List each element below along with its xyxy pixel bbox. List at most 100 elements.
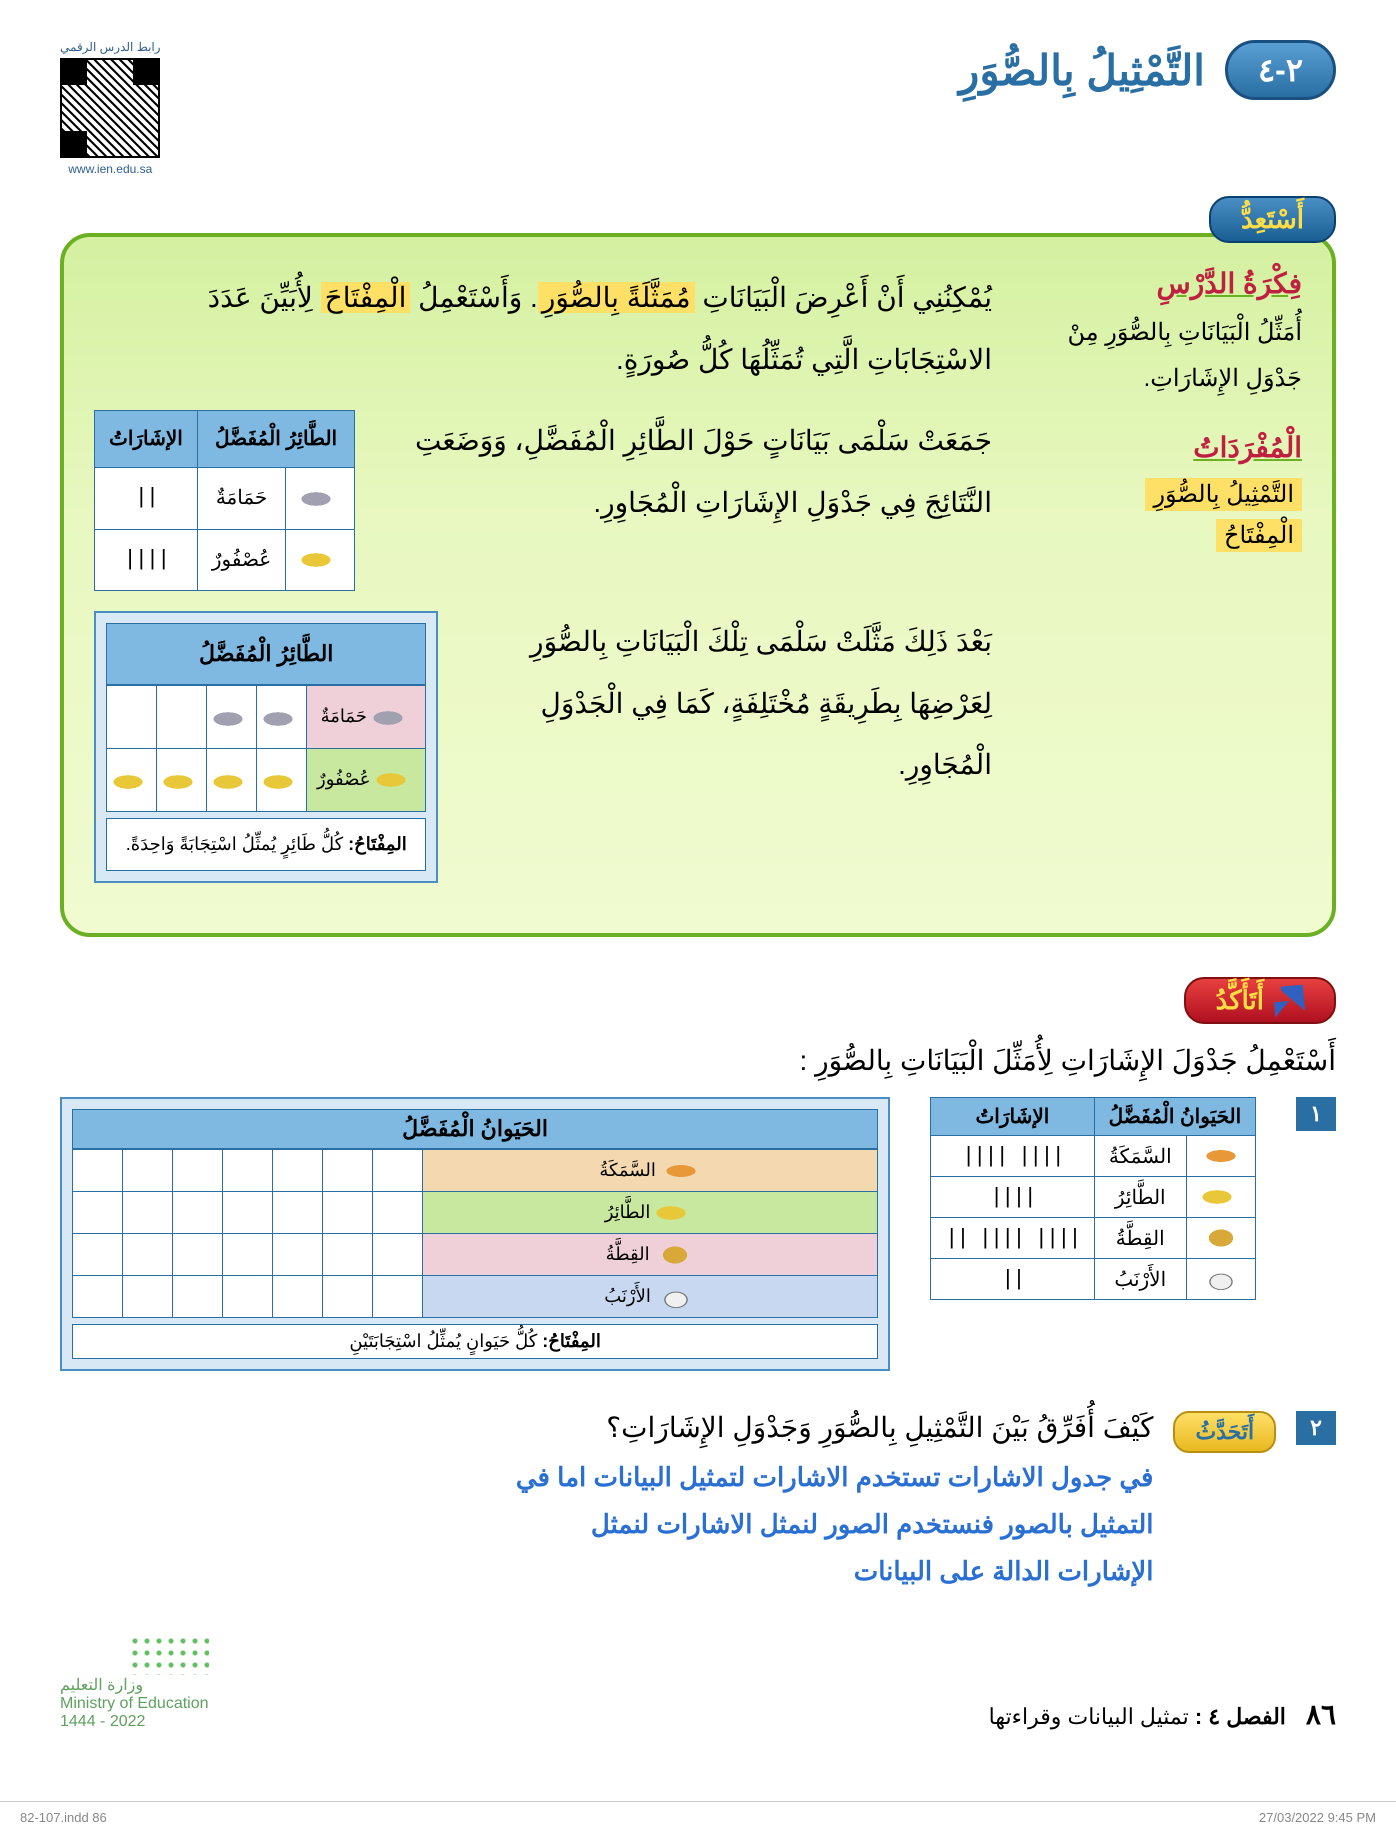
dove-icon — [262, 705, 302, 733]
animal-tally-table: الحَيَوانُ الْمُفَضَّلُ الإشَارَاتُ السَ… — [930, 1097, 1256, 1300]
picto-title: الطَّائِرُ الْمُفَضَّلُ — [106, 623, 426, 685]
picto-cell-empty — [273, 1276, 323, 1318]
talk-badge: أَتَحَدَّثُ — [1173, 1411, 1276, 1453]
picto-cell-empty — [373, 1276, 423, 1318]
picto-cell-empty — [323, 1234, 373, 1276]
print-date: 27/03/2022 9:45 PM — [1259, 1810, 1376, 1825]
exercise-instruction: أَسْتَعْمِلُ جَدْوَلَ الإِشَارَاتِ لِأُم… — [60, 1044, 1336, 1077]
picto-cell-empty — [123, 1234, 173, 1276]
picto-row: القِطَّةُ — [73, 1234, 878, 1276]
picto-cell-empty — [373, 1150, 423, 1192]
picto-row-label: الطَّائِرُ — [423, 1192, 878, 1234]
lesson-number-badge: ٢-٤ — [1225, 40, 1336, 100]
idea-heading: فِكْرَةُ الدَّرْسِ — [1022, 267, 1302, 300]
col-animal: الحَيَوانُ الْمُفَضَّلُ — [1094, 1098, 1256, 1136]
tally-marks: || — [95, 468, 198, 529]
picto-cell-empty — [323, 1276, 373, 1318]
idea-text: أُمَثِّلُ الْبَيَانَاتِ بِالصُّوَرِ مِنْ… — [1022, 310, 1302, 401]
ministry-ar: وزارة التعليم — [60, 1675, 209, 1695]
picto-cell-empty — [273, 1150, 323, 1192]
key-label: المِفْتَاحُ: — [542, 1331, 601, 1351]
canary-icon — [655, 1199, 695, 1227]
bird-name: حَمَامَةٌ — [197, 468, 285, 529]
lesson-panel: فِكْرَةُ الدَّرْسِ أُمَثِّلُ الْبَيَانَا… — [60, 233, 1336, 937]
dove-icon — [300, 485, 340, 513]
question-number-2: ٢ — [1296, 1411, 1336, 1445]
picto-cell-empty — [173, 1276, 223, 1318]
canary-icon — [300, 546, 340, 574]
q2-answer: في جدول الاشارات تستخدم الاشارات لتمثيل … — [60, 1454, 1153, 1594]
picto-cell-empty — [73, 1192, 123, 1234]
print-footer: 82-107.indd 86 27/03/2022 9:45 PM — [0, 1801, 1396, 1833]
canary-icon — [262, 768, 302, 796]
check-icon — [1273, 984, 1306, 1017]
bird-pictograph: الطَّائِرُ الْمُفَضَّلُ حَمَامَةٌ عُصْفُ… — [94, 611, 438, 883]
key-text: كُلُّ طَائِرٍ يُمثِّلُ اسْتِجَابَةً وَاح… — [126, 834, 348, 854]
print-file: 82-107.indd 86 — [20, 1810, 107, 1825]
table-row: حَمَامَةٌ || — [95, 468, 355, 529]
answer-line: الإشارات الدالة على البيانات — [60, 1548, 1153, 1595]
picto-cell-empty — [373, 1192, 423, 1234]
fish-icon — [1201, 1142, 1241, 1170]
picto-cell — [157, 686, 207, 749]
picto-cell-empty — [173, 1234, 223, 1276]
picto-cell-empty — [373, 1234, 423, 1276]
page-number: ٨٦ — [1306, 1699, 1336, 1730]
picto-row-label: السَّمَكَةُ — [423, 1150, 878, 1192]
table-row: الأَرْنَبُ|| — [931, 1259, 1256, 1300]
animal-name: القِطَّةُ — [1094, 1218, 1186, 1259]
vocab-term-2: الْمِفْتَاحُ — [1216, 519, 1302, 552]
picto-cell — [157, 748, 207, 811]
dove-icon — [372, 704, 412, 732]
intro-text-b: . وَأَسْتَعْمِلُ — [410, 282, 537, 313]
animal-pictograph: الحَيَوانُ الْمُفَضَّلُ السَّمَكَةُ الطَ… — [60, 1097, 890, 1371]
qr-code-icon — [60, 58, 160, 158]
key-text: كُلُّ حَيَوانٍ يُمثِّلُ اسْتِجَابَتَيْنِ — [349, 1331, 542, 1351]
q2-question: كَيْفَ أُفَرِّقُ بَيْنَ التَّمْثِيلِ بِا… — [60, 1411, 1153, 1444]
tally-marks: |||| |||| — [931, 1136, 1094, 1177]
confirm-badge: أَتَأَكَّدُ — [1184, 977, 1336, 1024]
prepare-badge: أَسْتَعِدُّ — [1209, 196, 1336, 243]
bird-name: عُصْفُورٌ — [197, 529, 285, 590]
canary-icon — [162, 768, 202, 796]
picto-cell — [207, 686, 257, 749]
chapter-label: الفصل ٤ : — [1195, 1704, 1286, 1729]
rabbit-icon — [1201, 1265, 1241, 1293]
tally-marks: |||| — [931, 1177, 1094, 1218]
picto-row-label: القِطَّةُ — [423, 1234, 878, 1276]
picto-cell-empty — [173, 1192, 223, 1234]
ministry-logo: وزارة التعليم Ministry of Education 2022… — [60, 1635, 209, 1731]
animal-name: الأَرْنَبُ — [1094, 1259, 1186, 1300]
salma-p1: جَمَعَتْ سَلْمَى بَيَانَاتٍ حَوْلَ الطَّ… — [375, 410, 992, 533]
picto-cell-empty — [73, 1234, 123, 1276]
confirm-label: أَتَأَكَّدُ — [1216, 985, 1264, 1016]
picto-row: الأَرْنَبُ — [73, 1276, 878, 1318]
highlight-pictograph: مُمَثَّلَةً بِالصُّوَرِ — [538, 282, 695, 313]
intro-paragraph: يُمْكِنُنِي أَنْ أَعْرِضَ الْبَيَانَاتِ … — [94, 267, 992, 390]
picto-cell-empty — [273, 1192, 323, 1234]
picto-cell-empty — [123, 1276, 173, 1318]
cat-icon — [655, 1241, 695, 1269]
picto-cell — [107, 748, 157, 811]
ministry-dots-icon — [129, 1635, 209, 1675]
bird-tally-table: الطَّائِرُ الْمُفَضَّلُ الإشَارَاتُ حَمَ… — [94, 410, 355, 591]
canary-icon — [212, 768, 252, 796]
picto-cell — [207, 748, 257, 811]
tally-marks: |||| |||| || — [931, 1218, 1094, 1259]
picto-cell-empty — [223, 1150, 273, 1192]
col-tally: الإشَارَاتُ — [931, 1098, 1094, 1136]
picto-row: السَّمَكَةُ — [73, 1150, 878, 1192]
table-row: السَّمَكَةُ|||| |||| — [931, 1136, 1256, 1177]
picto-cell — [107, 686, 157, 749]
picto-cell-empty — [73, 1150, 123, 1192]
picto-row-label: عُصْفُورٌ — [307, 748, 426, 811]
question-number-1: ١ — [1296, 1097, 1336, 1131]
picto-cell-empty — [273, 1234, 323, 1276]
dove-icon — [212, 705, 252, 733]
vocab-term-1: التَّمْثِيلُ بِالصُّوَرِ — [1145, 478, 1302, 511]
picto-cell — [257, 686, 307, 749]
salma-p2: بَعْدَ ذَلِكَ مَثَّلَتْ سَلْمَى تِلْكَ ا… — [458, 611, 992, 796]
fish-icon — [661, 1157, 701, 1185]
tally-marks: |||| — [95, 529, 198, 590]
col-bird: الطَّائِرُ الْمُفَضَّلُ — [197, 411, 354, 468]
